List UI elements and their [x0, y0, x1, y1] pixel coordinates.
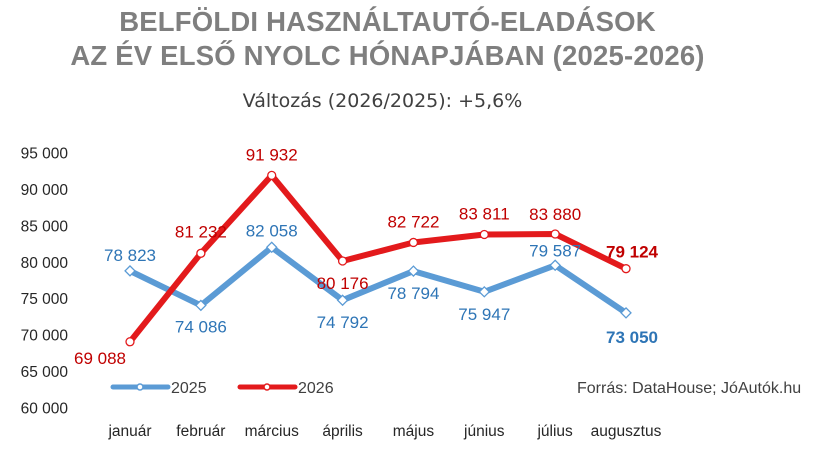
data-label-2026: 83 880: [529, 205, 581, 224]
data-point-2026: [621, 264, 631, 274]
data-label-2025: 78 794: [387, 284, 439, 303]
data-point-2025: [194, 299, 207, 312]
data-label-2026: 81 232: [175, 222, 227, 241]
data-point-2025: [124, 264, 136, 277]
x-axis: január február március április május június jú…: [107, 423, 661, 440]
legend-label-2025: 2025: [171, 380, 207, 397]
y-tick-label: 65 000: [21, 364, 69, 381]
chart-title-line2: AZ ÉV ELSŐ NYOLC HÓNAPJÁBAN (2025-2026): [70, 40, 705, 71]
y-axis: 60 000 65 000 70 000 75 000 80 000 85 000 90 0…: [21, 146, 69, 418]
data-label-2025: 75 947: [458, 305, 510, 324]
data-label-2025: 78 823: [104, 246, 156, 265]
y-tick-label: 85 000: [21, 218, 69, 235]
x-tick-label: május: [393, 423, 435, 440]
data-label-2026: 80 176: [317, 274, 369, 293]
data-point-2026: [550, 229, 560, 239]
data-point-2026: [125, 337, 135, 347]
series-lines: [127, 172, 629, 345]
data-point-2025: [265, 241, 278, 254]
data-label-2025: 74 086: [175, 317, 227, 336]
data-point-2025: [478, 285, 491, 298]
data-point-2026: [267, 170, 277, 181]
data-label-2025: 73 050: [606, 328, 658, 347]
x-tick-label: március: [245, 423, 300, 440]
legend-marker-2025: [136, 383, 144, 391]
x-tick-label: június: [463, 423, 505, 440]
x-tick-label: február: [176, 423, 225, 440]
legend-label-2026: 2026: [298, 380, 334, 397]
legend: 2025 2026: [110, 380, 334, 397]
data-label-2025: 82 058: [246, 221, 298, 240]
source-note: Forrás: DataHouse; JóAutók.hu: [577, 380, 801, 397]
x-tick-label: január: [107, 423, 151, 440]
y-tick-label: 75 000: [21, 291, 69, 308]
y-tick-label: 95 000: [21, 146, 69, 163]
data-point-2025: [549, 259, 562, 272]
data-point-2026: [408, 237, 419, 248]
data-point-2026: [196, 248, 206, 258]
y-tick-label: 90 000: [21, 182, 69, 199]
y-tick-label: 70 000: [21, 328, 69, 345]
series-line-2025: [127, 244, 629, 316]
data-labels: 78 823 74 086 82 058 74 792 78 794 75 947 79 5…: [74, 145, 659, 367]
series-points: [124, 170, 632, 347]
legend-marker-2026: [263, 383, 271, 391]
data-point-2025: [336, 294, 349, 307]
data-label-2026: 82 722: [387, 212, 439, 231]
chart-title-line1: BELFÖLDI HASZNÁLTAUTÓ-ELADÁSOK: [119, 6, 656, 37]
data-point-2026: [479, 229, 489, 240]
data-label-2026: 83 811: [459, 205, 510, 224]
data-label-2025: 74 792: [317, 313, 369, 332]
chart-subtitle: Változás (2026/2025): +5,6%: [242, 90, 523, 112]
y-tick-label: 80 000: [21, 255, 69, 272]
y-tick-label: 60 000: [21, 401, 69, 418]
data-point-2025: [407, 265, 420, 277]
x-tick-label: április: [322, 423, 363, 440]
data-label-2026: 79 124: [606, 243, 659, 262]
data-label-2026: 69 088: [74, 349, 126, 368]
x-tick-label: augusztus: [591, 423, 662, 440]
data-point-2026: [337, 256, 348, 266]
data-label-2025: 79 587: [529, 241, 581, 260]
x-tick-label: július: [536, 423, 573, 440]
data-point-2025: [620, 307, 632, 319]
data-label-2026: 91 932: [246, 145, 298, 164]
series-line-2026: [127, 172, 629, 345]
